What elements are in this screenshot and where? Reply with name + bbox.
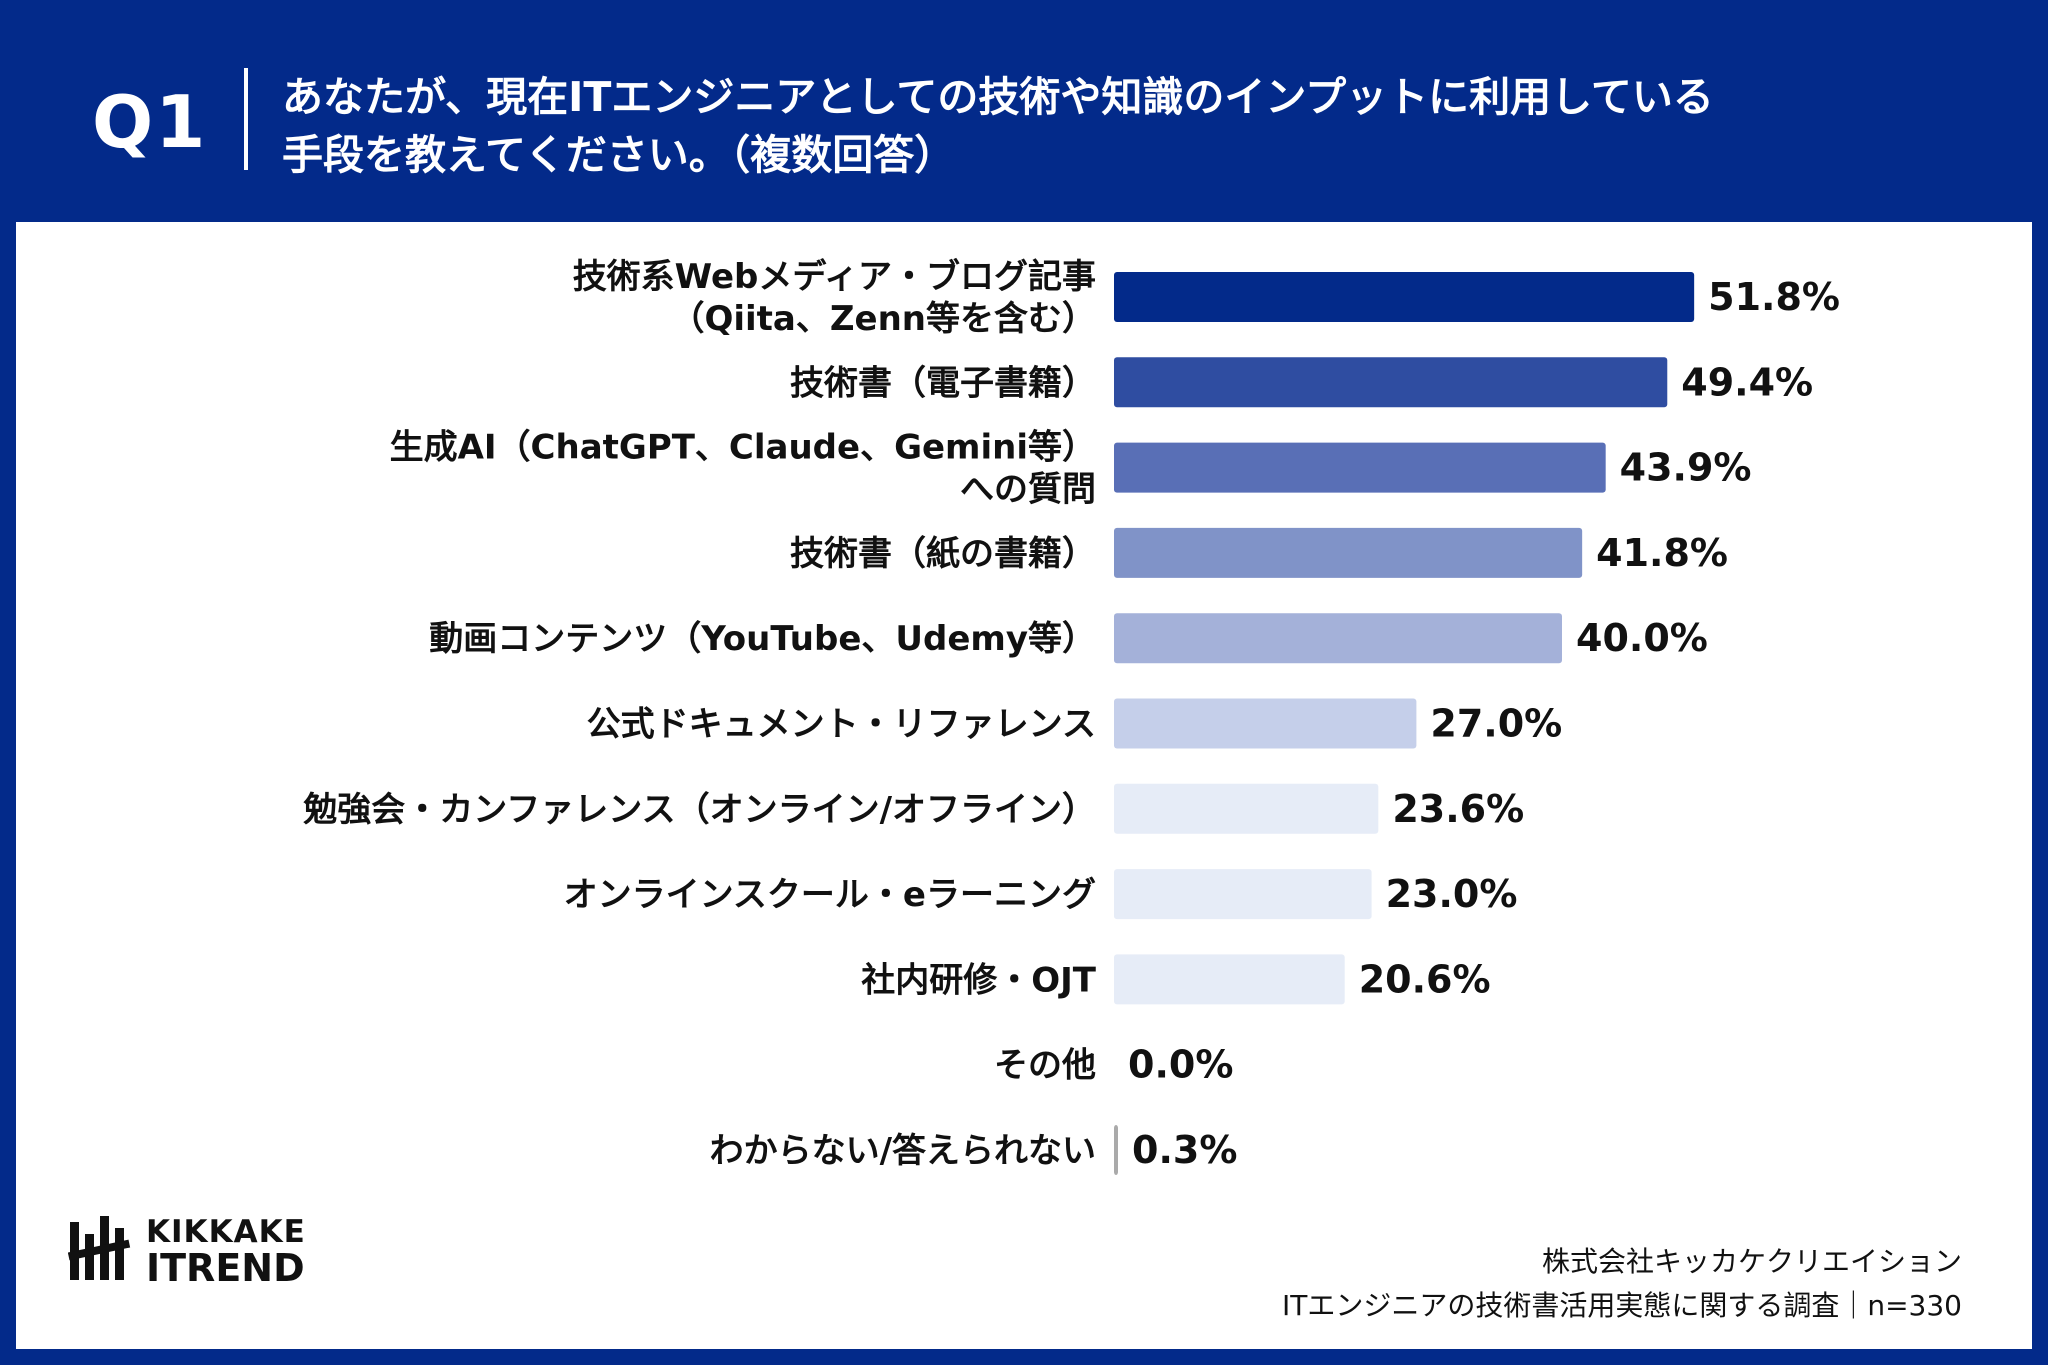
header-banner: Q1 あなたが、現在ITエンジニアとしての技術や知識のインプットに利用している …	[0, 0, 2048, 222]
category-label-2-1: への質問	[960, 470, 1096, 510]
value-label-3: 41.8%	[1596, 531, 1728, 575]
value-label-5: 27.0%	[1430, 702, 1562, 746]
bar-0	[1114, 272, 1695, 322]
question-number: Q1	[92, 80, 208, 164]
bar-5	[1114, 698, 1417, 749]
kikkake-itrend-logo: KIKKAKE ITREND	[68, 1212, 368, 1292]
category-label-4-0: 動画コンテンツ（YouTube、Udemy等）	[429, 619, 1096, 659]
value-label-2: 43.9%	[1620, 446, 1752, 490]
logo-line-2: ITREND	[146, 1246, 305, 1290]
bar-4	[1114, 613, 1562, 664]
question-line-2: 手段を教えてください。（複数回答）	[282, 131, 956, 179]
bar-7	[1114, 869, 1372, 920]
bar-chart: 51.8% 技術系Webメディア・ブログ記事（Qiita、Zenn等を含む） 49.…	[303, 257, 1840, 1175]
value-label-1: 49.4%	[1681, 360, 1813, 404]
logo-wordmark: KIKKAKE ITREND	[146, 1214, 306, 1290]
category-label-10-0: わからない/答えられない	[710, 1131, 1096, 1171]
value-label-10: 0.3%	[1132, 1128, 1237, 1172]
value-label-6: 23.6%	[1392, 787, 1524, 831]
category-label-0-0: 技術系Webメディア・ブログ記事	[573, 257, 1096, 297]
bar-3	[1114, 527, 1583, 578]
bar-2	[1114, 442, 1606, 493]
category-label-1-0: 技術書（電子書籍）	[790, 363, 1096, 403]
value-label-8: 20.6%	[1359, 957, 1491, 1001]
category-label-2-0: 生成AI（ChatGPT、Claude、Gemini等）	[390, 428, 1096, 468]
question-text: あなたが、現在ITエンジニアとしての技術や知識のインプットに利用している 手段を…	[282, 68, 1982, 184]
category-label-7-0: オンラインスクール・eラーニング	[564, 875, 1096, 915]
category-label-3-0: 技術書（紙の書籍）	[790, 534, 1096, 574]
bar-6	[1114, 783, 1379, 834]
survey-credit: 株式会社キッカケクリエイション ITエンジニアの技術書活用実態に関する調査｜n=…	[1282, 1240, 1962, 1328]
chart-panel: 51.8% 技術系Webメディア・ブログ記事 （Qiita、Zenn等を含む） 49.…	[16, 222, 2032, 1349]
category-label-9-0: その他	[994, 1046, 1096, 1086]
bar-8	[1114, 954, 1345, 1005]
company-name: 株式会社キッカケクリエイション	[1541, 1245, 1962, 1278]
header-divider	[244, 68, 248, 170]
bar-10	[1114, 1125, 1118, 1175]
category-label-5-0: 公式ドキュメント・リファレンス	[587, 705, 1096, 745]
category-label-8-0: 社内研修・OJT	[861, 960, 1097, 1000]
value-label-4: 40.0%	[1576, 616, 1708, 660]
value-label-0: 51.8%	[1708, 275, 1840, 319]
value-label-7: 23.0%	[1386, 872, 1518, 916]
survey-info: ITエンジニアの技術書活用実態に関する調査｜n=330	[1281, 1289, 1962, 1322]
category-label-0-1: （Qiita、Zenn等を含む）	[670, 299, 1096, 339]
value-label-9: 0.0%	[1128, 1043, 1233, 1087]
bar-1	[1114, 357, 1668, 408]
question-line-1: あなたが、現在ITエンジニアとしての技術や知識のインプットに利用している	[282, 73, 1714, 121]
category-label-6-0: 勉強会・カンファレンス（オンライン/オフライン）	[303, 790, 1096, 830]
logo-mark-icon	[68, 1216, 131, 1280]
logo-line-1: KIKKAKE	[146, 1214, 306, 1250]
